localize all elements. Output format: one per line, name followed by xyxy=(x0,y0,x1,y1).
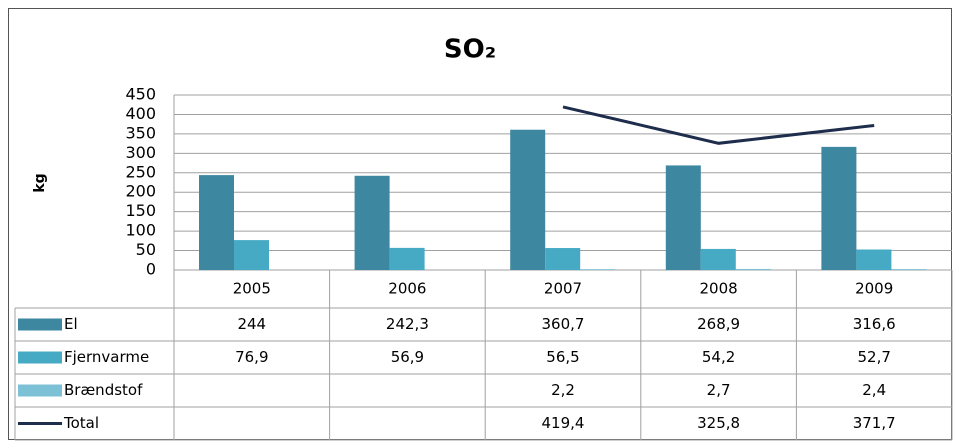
bar xyxy=(735,268,771,270)
legend-label: El xyxy=(64,315,78,333)
table-value: 56,5 xyxy=(546,348,579,366)
bar xyxy=(821,146,857,270)
y-tick-label: 0 xyxy=(146,260,156,279)
y-tick-label: 350 xyxy=(125,123,156,142)
x-tick-label: 2005 xyxy=(233,280,271,298)
bar xyxy=(199,175,234,270)
x-tick-label: 2009 xyxy=(855,280,893,298)
bar xyxy=(545,248,581,270)
legend-label: Fjernvarme xyxy=(64,348,149,366)
chart-border xyxy=(8,8,952,440)
legend-key xyxy=(18,384,62,397)
table-value: 56,9 xyxy=(391,348,424,366)
table-value: 419,4 xyxy=(542,414,585,432)
y-tick-label: 400 xyxy=(125,104,156,123)
legend-key xyxy=(18,351,62,364)
table-value: 360,7 xyxy=(542,315,585,333)
y-tick-label: 150 xyxy=(125,201,156,220)
line xyxy=(562,105,875,145)
bar xyxy=(510,129,546,270)
bar xyxy=(234,240,269,270)
table-value: 242,3 xyxy=(386,315,429,333)
table-value: 268,9 xyxy=(697,315,740,333)
x-tick-label: 2007 xyxy=(544,280,582,298)
y-tick-label: 200 xyxy=(125,182,156,201)
table-value: 316,6 xyxy=(853,315,896,333)
y-tick-label: 300 xyxy=(125,143,156,162)
y-tick-label: 50 xyxy=(136,240,156,259)
table-value: 371,7 xyxy=(853,414,896,432)
table-value: 325,8 xyxy=(697,414,740,432)
table-value: 2,7 xyxy=(707,381,731,399)
y-tick-label: 100 xyxy=(125,221,156,240)
chart-title: SO₂ xyxy=(444,35,496,65)
bar xyxy=(891,269,927,270)
table-value: 2,2 xyxy=(551,381,575,399)
bar xyxy=(700,248,736,270)
legend-label: Total xyxy=(63,414,99,432)
bar xyxy=(856,249,892,270)
bar xyxy=(354,175,390,270)
bar xyxy=(389,247,425,270)
legend-key xyxy=(18,318,62,331)
table-value: 54,2 xyxy=(702,348,735,366)
x-tick-label: 2006 xyxy=(388,280,426,298)
table-value: 76,9 xyxy=(235,348,268,366)
x-tick-label: 2008 xyxy=(700,280,738,298)
bar xyxy=(580,269,616,270)
y-tick-label: 450 xyxy=(125,85,156,104)
bar xyxy=(665,165,701,270)
y-tick-label: 250 xyxy=(125,162,156,181)
y-axis-label: kg xyxy=(32,173,48,192)
table-value: 2,4 xyxy=(862,381,886,399)
legend-label: Brændstof xyxy=(64,381,143,399)
table-value: 52,7 xyxy=(857,348,890,366)
table-value: 244 xyxy=(237,315,266,333)
